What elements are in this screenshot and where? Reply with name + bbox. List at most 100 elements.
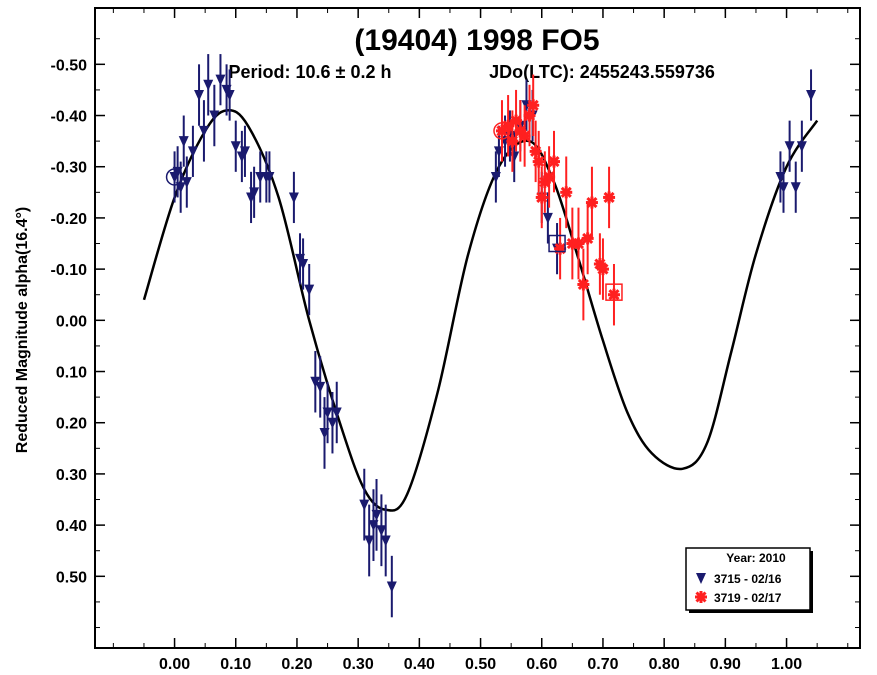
data-point-3719 bbox=[495, 124, 508, 137]
epoch-label: JDo(LTC): 2455243.559736 bbox=[489, 62, 715, 82]
asterisk-stroke bbox=[533, 156, 545, 168]
y-axis-label: Reduced Magnitude alpha(16.4°) bbox=[14, 207, 31, 453]
data-point-3719 bbox=[527, 99, 540, 112]
x-tick-label: 0.20 bbox=[281, 656, 312, 673]
axis-ticks: 0.00 0.10 0.20 0.30 0.40 0.50 0.60 0.70 0.80 0.90… bbox=[51, 8, 860, 673]
x-tick-label: 0.40 bbox=[404, 656, 435, 673]
legend-marker-3715 bbox=[696, 573, 706, 584]
asterisk-stroke bbox=[510, 115, 522, 127]
data-point-3715 bbox=[304, 284, 315, 296]
y-tick-label: 0.00 bbox=[56, 313, 87, 330]
asterisk-stroke bbox=[527, 99, 539, 111]
data-point-3719 bbox=[596, 263, 609, 276]
data-point-3715 bbox=[264, 171, 275, 183]
data-point-3719 bbox=[560, 186, 573, 199]
data-point-3715 bbox=[224, 90, 235, 102]
data-point-3715 bbox=[181, 177, 192, 189]
x-tick-label: 0.90 bbox=[710, 656, 741, 673]
data-point-3715 bbox=[542, 212, 553, 224]
data-point-3715 bbox=[371, 509, 382, 521]
asterisk-stroke bbox=[603, 191, 615, 204]
data-point-3715 bbox=[298, 259, 309, 270]
data-point-3715 bbox=[310, 376, 321, 388]
data-point-3715 bbox=[187, 146, 198, 158]
data-point-3715 bbox=[327, 417, 338, 429]
asterisk-stroke bbox=[514, 125, 526, 137]
asterisk-stroke bbox=[560, 186, 572, 198]
data-point-3715 bbox=[288, 192, 299, 204]
y-tick-label: 0.30 bbox=[56, 467, 87, 484]
data-point-3715 bbox=[194, 90, 205, 102]
y-tick-label: 0.10 bbox=[56, 365, 87, 382]
y-tick-label: 0.20 bbox=[56, 416, 87, 433]
data-point-3715 bbox=[249, 187, 260, 199]
chart-title: (19404) 1998 FO5 bbox=[354, 24, 599, 57]
period-label: Period: 10.6 ± 0.2 h bbox=[229, 62, 392, 82]
data-point-3715 bbox=[376, 525, 387, 537]
data-point-3715 bbox=[796, 141, 807, 153]
open-square-marker bbox=[548, 234, 566, 253]
legend-shadow-right bbox=[810, 551, 813, 613]
asterisk-stroke bbox=[548, 156, 560, 168]
fit-curve-line bbox=[142, 108, 819, 512]
open-square-marker bbox=[605, 283, 623, 301]
y-tick-label: 0.40 bbox=[56, 518, 87, 535]
open-circle-marker bbox=[165, 168, 184, 186]
data-point-3719 bbox=[532, 155, 545, 168]
x-tick-label: 0.00 bbox=[159, 656, 190, 673]
legend-shadow-bottom bbox=[689, 610, 813, 613]
y-tick-label: -0.40 bbox=[51, 109, 88, 126]
data-point-3715 bbox=[364, 535, 375, 547]
data-point-3715 bbox=[175, 182, 186, 194]
data-point-3715 bbox=[178, 136, 189, 148]
x-tick-label: 0.70 bbox=[587, 656, 618, 673]
data-point-3715 bbox=[239, 146, 250, 158]
data-point-3715 bbox=[215, 74, 226, 86]
data-point-3715 bbox=[359, 499, 370, 511]
y-tick-label: -0.30 bbox=[51, 160, 88, 177]
x-tick-label: 0.80 bbox=[649, 656, 680, 673]
data-point-3715 bbox=[778, 182, 789, 194]
y-tick-label: -0.10 bbox=[51, 262, 88, 279]
legend-title: Year: 2010 bbox=[726, 551, 786, 565]
data-point-3715 bbox=[230, 141, 241, 153]
x-tick-label: 1.00 bbox=[771, 656, 802, 673]
data-point-3719 bbox=[535, 191, 548, 204]
x-tick-label: 0.50 bbox=[465, 656, 496, 673]
asterisk-stroke bbox=[582, 232, 594, 244]
data-point-3715 bbox=[198, 125, 209, 137]
data-point-3715 bbox=[209, 110, 220, 122]
asterisk-stroke bbox=[519, 130, 531, 142]
x-tick-label: 0.60 bbox=[526, 656, 557, 673]
series-group bbox=[495, 74, 620, 326]
data-point-3719 bbox=[529, 145, 542, 158]
data-point-3719 bbox=[607, 288, 620, 301]
data-point-3719 bbox=[572, 237, 585, 250]
data-point-3715 bbox=[386, 581, 397, 593]
data-point-3715 bbox=[380, 535, 391, 547]
data-point-3715 bbox=[784, 141, 795, 153]
asterisk-stroke bbox=[695, 591, 707, 603]
fit-curve bbox=[142, 108, 819, 512]
legend-entries: 3715 - 02/16 3719 - 02/17 bbox=[695, 572, 782, 605]
asterisk-stroke bbox=[608, 289, 620, 301]
data-point-3719 bbox=[548, 155, 560, 168]
data-point-3715 bbox=[806, 90, 817, 102]
data-point-3719 bbox=[577, 278, 590, 291]
legend-entry-label: 3719 - 02/17 bbox=[714, 591, 782, 605]
legend-marker-3719 bbox=[695, 591, 707, 603]
asterisk-stroke bbox=[543, 171, 555, 183]
y-tick-label: -0.50 bbox=[51, 57, 88, 74]
y-tick-label: -0.20 bbox=[51, 211, 88, 228]
x-tick-label: 0.10 bbox=[220, 656, 251, 673]
data-point-3715 bbox=[331, 407, 342, 419]
data-point-3719 bbox=[603, 191, 616, 204]
series-group bbox=[169, 54, 817, 618]
legend: Year: 2010 3715 - 02/16 3719 - 02/17 bbox=[685, 547, 813, 613]
data-point-3715 bbox=[203, 79, 214, 91]
data-point-3715 bbox=[322, 407, 333, 419]
asterisk-stroke bbox=[586, 196, 598, 209]
data-point-3715 bbox=[315, 381, 326, 393]
y-tick-label: 0.50 bbox=[56, 569, 87, 586]
